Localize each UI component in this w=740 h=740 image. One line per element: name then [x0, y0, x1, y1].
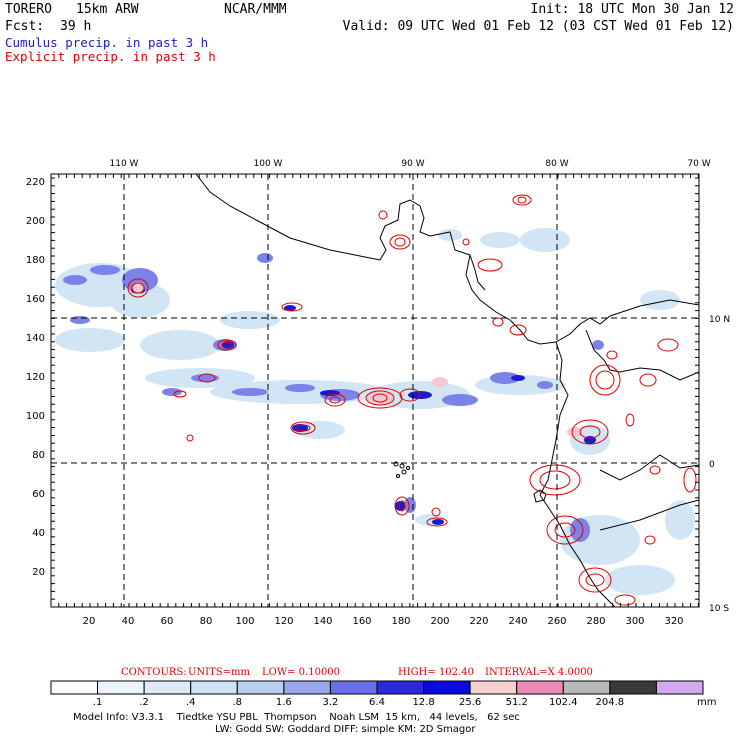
graticule — [51, 174, 699, 607]
colorbar-boxes — [50, 680, 704, 695]
x-tick-label: 240 — [508, 616, 527, 627]
colorbar-swatch — [609, 680, 657, 695]
model-resolution: 15km ARW — [76, 2, 139, 17]
colorbar-label: 3.2 — [322, 697, 338, 708]
x-tick-label: 20 — [83, 616, 96, 627]
lon-label: 110 W — [110, 159, 139, 169]
x-tick-label: 260 — [547, 616, 566, 627]
colorbar-swatch — [655, 680, 704, 695]
colorbar-swatch — [190, 680, 238, 695]
colorbar-swatch — [329, 680, 378, 695]
y-tick-labels: 220 200 180 160 140 120 100 80 60 40 20 — [26, 177, 45, 578]
colorbar-swatch — [469, 680, 518, 695]
x-tick-label: 320 — [664, 616, 683, 627]
colorbar-swatch — [562, 680, 611, 695]
colorbar-swatch — [423, 680, 471, 695]
y-tick-label: 80 — [32, 450, 45, 461]
contours-low: LOW= 0.10000 — [262, 667, 341, 678]
colorbar-label: 102.4 — [549, 697, 578, 708]
colorbar-labels: .1 .2 .4 .8 1.6 3.2 6.4 12.8 25.6 51.2 102.4 204.8 — [93, 697, 624, 708]
contours-interval: INTERVAL=X 4.0000 — [485, 667, 593, 678]
colorbar-swatch — [516, 680, 564, 695]
coastlines — [195, 173, 700, 608]
contours-prefix: CONTOURS: — [121, 667, 187, 678]
model-info-line2: LW: Godd SW: Goddard DIFF: simple KM: 2D… — [215, 724, 476, 735]
y-tick-label: 140 — [26, 333, 45, 344]
y-tick-label: 200 — [26, 216, 45, 227]
lon-label: 80 W — [545, 159, 568, 169]
colorbar-label: 12.8 — [412, 697, 434, 708]
y-tick-label: 40 — [32, 528, 45, 539]
x-tick-label: 60 — [161, 616, 174, 627]
lat-label: 10 N — [709, 315, 730, 325]
forecast-hour: 39 h — [60, 19, 92, 34]
lat-label: 10 S — [709, 604, 729, 614]
init-time: Init: 18 UTC Mon 30 Jan 12 — [530, 2, 735, 17]
x-tick-label: 160 — [352, 616, 371, 627]
y-tick-label: 60 — [32, 489, 45, 500]
x-tick-label: 200 — [430, 616, 449, 627]
contours-high: HIGH= 102.40 — [398, 667, 474, 678]
y-tick-label: 160 — [26, 294, 45, 305]
colorbar-swatch — [97, 680, 145, 695]
colorbar-swatch — [376, 680, 425, 695]
x-tick-label: 220 — [469, 616, 488, 627]
x-tick-label: 100 — [235, 616, 254, 627]
x-tick-label: 140 — [313, 616, 332, 627]
colorbar-label: 1.6 — [276, 697, 292, 708]
cumulus-precip-title: Cumulus precip. in past 3 h — [5, 35, 209, 50]
model-info-line1: Model Info: V3.3.1 Tiedtke YSU PBL Thomp… — [73, 712, 520, 723]
colorbar-swatch — [50, 680, 99, 695]
x-tick-label: 280 — [586, 616, 605, 627]
y-tick-label: 20 — [32, 567, 45, 578]
contours-units: UNITS=mm — [188, 667, 250, 678]
y-tick-label: 220 — [26, 177, 45, 188]
colorbar-unit: mm — [697, 697, 716, 708]
valid-time: Valid: 09 UTC Wed 01 Feb 12 (03 CST Wed … — [342, 19, 734, 34]
y-tick-label: 180 — [26, 255, 45, 266]
lon-label: 70 W — [687, 159, 710, 169]
colorbar-swatch — [143, 680, 192, 695]
colorbar-swatch — [236, 680, 285, 695]
x-tick-label: 40 — [122, 616, 135, 627]
colorbar-label: .8 — [233, 697, 243, 708]
explicit-precip-title: Explicit precip. in past 3 h — [5, 49, 216, 64]
lon-label: 90 W — [401, 159, 424, 169]
colorbar-label: .4 — [186, 697, 196, 708]
x-tick-labels: 20 40 60 80 100 120 140 160 180 200 220 … — [83, 616, 684, 627]
colorbar-swatch — [283, 680, 331, 695]
x-tick-label: 180 — [391, 616, 410, 627]
colorbar-label: .2 — [139, 697, 149, 708]
x-tick-label: 120 — [274, 616, 293, 627]
colorbar-label: .1 — [93, 697, 103, 708]
y-tick-label: 120 — [26, 372, 45, 383]
x-tick-label: 80 — [200, 616, 213, 627]
y-tick-label: 100 — [26, 411, 45, 422]
lat-label: 0 — [709, 460, 715, 470]
colorbar-label: 204.8 — [596, 697, 625, 708]
colorbar-label: 25.6 — [459, 697, 481, 708]
colorbar-label: 6.4 — [369, 697, 385, 708]
x-tick-label: 300 — [625, 616, 644, 627]
organization: NCAR/MMM — [224, 2, 287, 17]
lon-label: 100 W — [254, 159, 283, 169]
axis-ticks — [50, 174, 699, 608]
model-name: TORERO — [5, 2, 52, 17]
forecast-label: Fcst: — [5, 19, 45, 34]
explicit-precip-contours — [127, 194, 697, 606]
colorbar-label: 51.2 — [506, 697, 528, 708]
